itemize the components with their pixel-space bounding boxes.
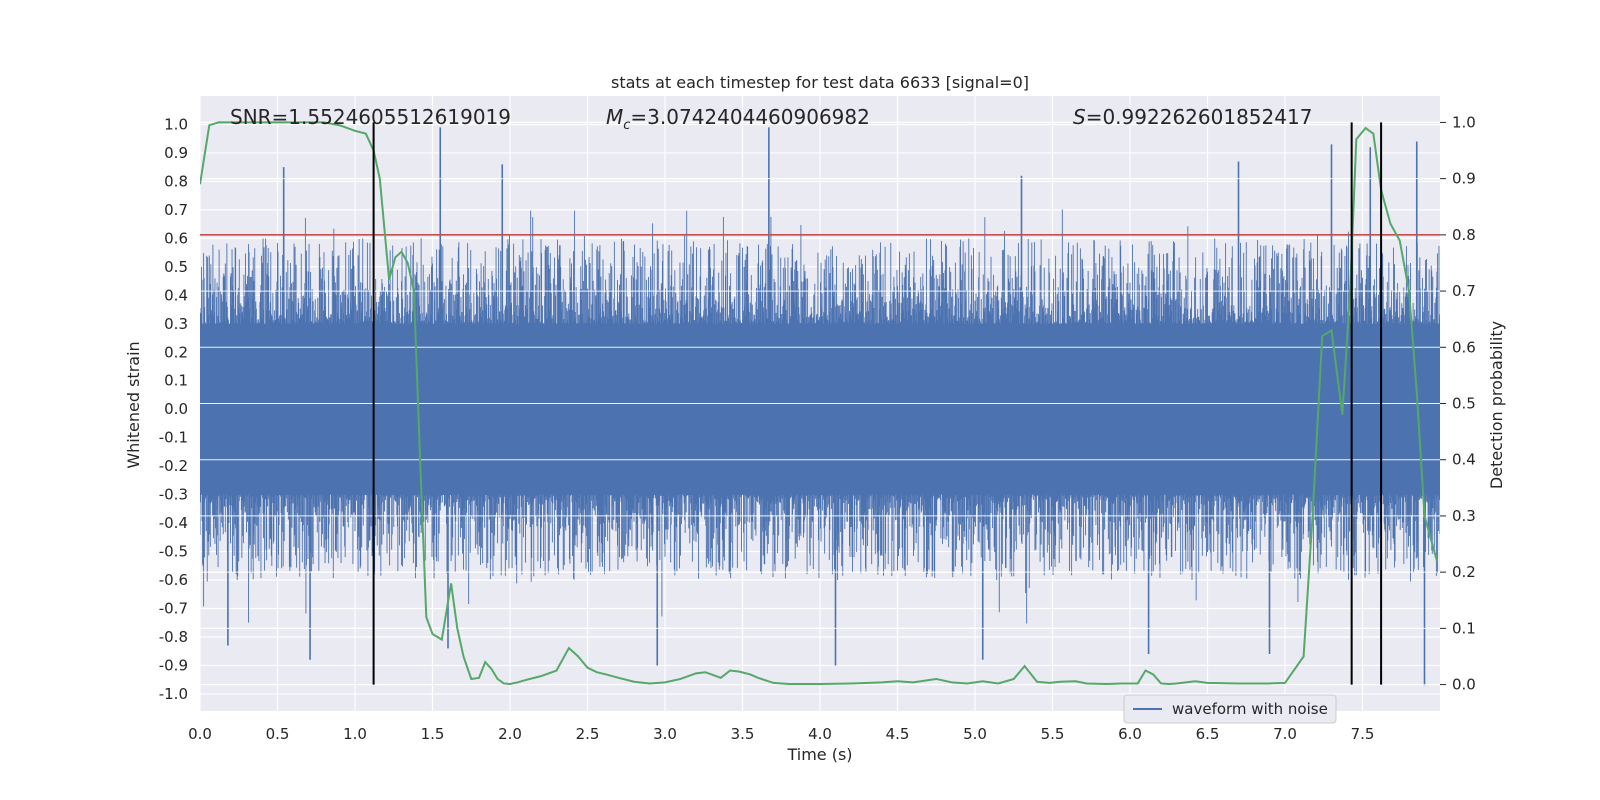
y-tick-label: 0.3 — [164, 315, 188, 333]
legend-label-waveform: waveform with noise — [1172, 700, 1328, 718]
s-symbol: S — [1073, 105, 1086, 129]
y-axis-label: Whitened strain — [124, 341, 143, 468]
x-tick-label: 4.0 — [808, 725, 832, 743]
y-tick-label: 0.6 — [164, 229, 188, 247]
y-tick-label: 0.4 — [164, 286, 188, 304]
y-right-tick-label: 0.1 — [1452, 619, 1476, 637]
y-tick-label: 0.2 — [164, 343, 188, 361]
mc-value: =3.0742404460906982 — [630, 105, 869, 129]
y-tick-label: -0.5 — [159, 543, 188, 561]
x-tick-label: 0.0 — [188, 725, 212, 743]
y-tick-label: -0.9 — [159, 656, 188, 674]
y-tick-label: -0.2 — [159, 457, 188, 475]
x-tick-label: 3.0 — [653, 725, 677, 743]
chart-title: stats at each timestep for test data 663… — [611, 73, 1029, 92]
y-right-tick-label: 0.8 — [1452, 226, 1476, 244]
waveform-series — [200, 121, 1440, 686]
y-tick-label: -0.4 — [159, 514, 188, 532]
s-annotation: S=0.992262601852417 — [1073, 105, 1312, 129]
x-tick-label: 2.0 — [498, 725, 522, 743]
x-tick-label: 7.0 — [1273, 725, 1297, 743]
y-right-tick-label: 0.0 — [1452, 676, 1476, 694]
y-right-tick-label: 1.0 — [1452, 113, 1476, 131]
y-tick-label: -0.6 — [159, 571, 188, 589]
s-value: =0.992262601852417 — [1086, 105, 1313, 129]
y-tick-label: -1.0 — [159, 685, 188, 703]
x-axis-ticks: 0.0 0.5 1.0 1.5 2.0 2.5 3.0 3.5 4.0 4.5 5.0 5.5 6.0 6… — [188, 725, 1374, 743]
waveform-core-band — [200, 323, 1440, 495]
x-tick-label: 3.5 — [731, 725, 755, 743]
probability-line — [200, 121, 1438, 686]
x-tick-label: 7.5 — [1351, 725, 1375, 743]
legend-box — [1123, 694, 1337, 724]
x-tick-label: 1.5 — [421, 725, 445, 743]
y-right-tick-label: 0.9 — [1452, 170, 1476, 188]
mc-annotation: Mc=3.0742404460906982 — [606, 105, 870, 133]
snr-annotation: SNR=1.5524605512619019 — [230, 105, 511, 129]
y-right-tick-label: 0.7 — [1452, 282, 1476, 300]
mc-subscript: c — [623, 118, 630, 133]
y-tick-label: 1.0 — [164, 115, 188, 133]
x-tick-label: 6.5 — [1196, 725, 1220, 743]
y-tick-label: 0.0 — [164, 400, 188, 418]
y-tick-label: -0.1 — [159, 429, 188, 447]
x-tick-label: 5.5 — [1041, 725, 1065, 743]
y-tick-label: -0.8 — [159, 628, 188, 646]
x-tick-label: 5.0 — [963, 725, 987, 743]
y-right-axis-label: Detection probability — [1487, 321, 1506, 489]
x-tick-label: 4.5 — [886, 725, 910, 743]
x-tick-label: 0.5 — [266, 725, 290, 743]
y-right-tick-label: 0.3 — [1452, 507, 1476, 525]
y-tick-label: 0.5 — [164, 258, 188, 276]
probability-series — [200, 121, 1438, 686]
y-right-tick-label: 0.2 — [1452, 563, 1476, 581]
mc-symbol: M — [606, 105, 623, 129]
x-tick-label: 1.0 — [343, 725, 367, 743]
y-tick-label: 0.7 — [164, 201, 188, 219]
x-tick-label: 6.0 — [1118, 725, 1142, 743]
x-axis-label: Time (s) — [786, 745, 852, 764]
y-tick-label: -0.7 — [159, 600, 188, 618]
y-tick-label: 0.1 — [164, 372, 188, 390]
vertical-markers — [372, 122, 1383, 685]
y-right-tick-label: 0.4 — [1452, 451, 1476, 469]
y-tick-label: 0.8 — [164, 172, 188, 190]
y-right-tick-label: 0.6 — [1452, 338, 1476, 356]
y-tick-label: -0.3 — [159, 486, 188, 504]
y-tick-label: 0.9 — [164, 144, 188, 162]
y-axis-ticks: 1.0 0.9 0.8 0.7 0.6 0.5 0.4 0.3 0.2 0.1 0.0 -0.1 -0.… — [159, 115, 188, 702]
y-right-axis-ticks: 1.0 0.9 0.8 0.7 0.6 0.5 0.4 0.3 0.2 0.1 0.0 — [1440, 113, 1476, 694]
legend: waveform with noise — [1123, 694, 1337, 724]
x-tick-label: 2.5 — [576, 725, 600, 743]
y-right-tick-label: 0.5 — [1452, 395, 1476, 413]
